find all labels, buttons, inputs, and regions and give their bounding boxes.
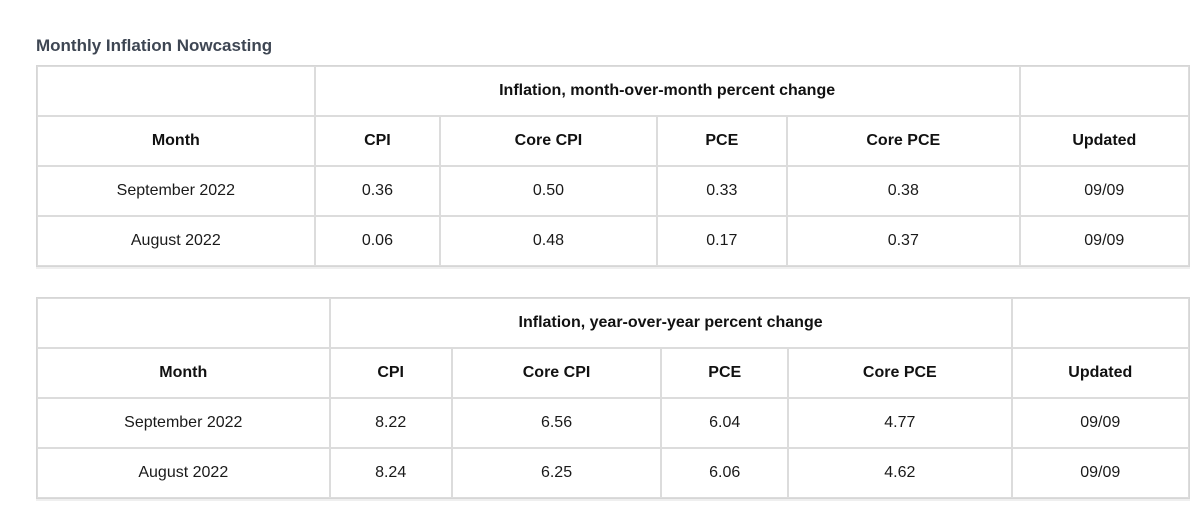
mom-column-header-row: Month CPI Core CPI PCE Core PCE Updated <box>37 116 1189 166</box>
mom-column-header-core-cpi: Core CPI <box>440 116 657 166</box>
mom-column-header-month: Month <box>37 116 315 166</box>
yoy-column-header-core-pce: Core PCE <box>788 348 1012 398</box>
yoy-group-header-spacer-left <box>37 298 330 348</box>
yoy-group-header: Inflation, year-over-year percent change <box>329 298 1012 348</box>
cell-cpi: 8.22 <box>329 398 452 448</box>
cell-core-pce: 4.62 <box>788 448 1012 498</box>
mom-column-header-updated: Updated <box>1019 116 1189 166</box>
cell-updated: 09/09 <box>1011 398 1189 448</box>
yoy-group-header-row: Inflation, year-over-year percent change <box>37 298 1189 348</box>
page-title: Monthly Inflation Nowcasting <box>36 36 273 55</box>
yoy-table: Inflation, year-over-year percent change… <box>36 297 1190 499</box>
cell-month: September 2022 <box>37 398 330 448</box>
mom-column-header-cpi: CPI <box>314 116 441 166</box>
cell-cpi: 8.24 <box>329 448 452 498</box>
cell-core-cpi: 0.50 <box>440 166 657 216</box>
mom-table: Inflation, month-over-month percent chan… <box>36 65 1190 267</box>
cell-core-pce: 0.38 <box>786 166 1020 216</box>
yoy-group-header-spacer-right <box>1011 298 1189 348</box>
cell-core-pce: 0.37 <box>786 216 1020 266</box>
table-row: August 2022 0.06 0.48 0.17 0.37 09/09 <box>37 216 1189 266</box>
cell-updated: 09/09 <box>1011 448 1189 498</box>
cell-cpi: 0.36 <box>314 166 441 216</box>
mom-column-header-pce: PCE <box>656 116 787 166</box>
mom-column-header-core-pce: Core PCE <box>786 116 1020 166</box>
mom-group-header: Inflation, month-over-month percent chan… <box>314 66 1020 116</box>
cell-cpi: 0.06 <box>314 216 441 266</box>
cell-core-cpi: 0.48 <box>440 216 657 266</box>
yoy-column-header-cpi: CPI <box>329 348 452 398</box>
cell-updated: 09/09 <box>1019 216 1189 266</box>
cell-pce: 0.17 <box>656 216 787 266</box>
yoy-column-header-core-cpi: Core CPI <box>451 348 662 398</box>
page: Monthly Inflation Nowcasting Inflation, … <box>36 36 1190 499</box>
cell-month: August 2022 <box>37 448 330 498</box>
cell-month: September 2022 <box>37 166 315 216</box>
cell-pce: 6.06 <box>661 448 789 498</box>
table-row: August 2022 8.24 6.25 6.06 4.62 09/09 <box>37 448 1189 498</box>
table-row: September 2022 0.36 0.50 0.33 0.38 09/09 <box>37 166 1189 216</box>
yoy-column-header-pce: PCE <box>661 348 789 398</box>
cell-core-pce: 4.77 <box>788 398 1012 448</box>
cell-core-cpi: 6.56 <box>451 398 662 448</box>
table-row: September 2022 8.22 6.56 6.04 4.77 09/09 <box>37 398 1189 448</box>
cell-core-cpi: 6.25 <box>451 448 662 498</box>
cell-pce: 6.04 <box>661 398 789 448</box>
cell-month: August 2022 <box>37 216 315 266</box>
yoy-column-header-row: Month CPI Core CPI PCE Core PCE Updated <box>37 348 1189 398</box>
mom-group-header-row: Inflation, month-over-month percent chan… <box>37 66 1189 116</box>
yoy-column-header-month: Month <box>37 348 330 398</box>
mom-group-header-spacer-right <box>1019 66 1189 116</box>
cell-updated: 09/09 <box>1019 166 1189 216</box>
cell-pce: 0.33 <box>656 166 787 216</box>
yoy-column-header-updated: Updated <box>1011 348 1189 398</box>
mom-group-header-spacer-left <box>37 66 315 116</box>
